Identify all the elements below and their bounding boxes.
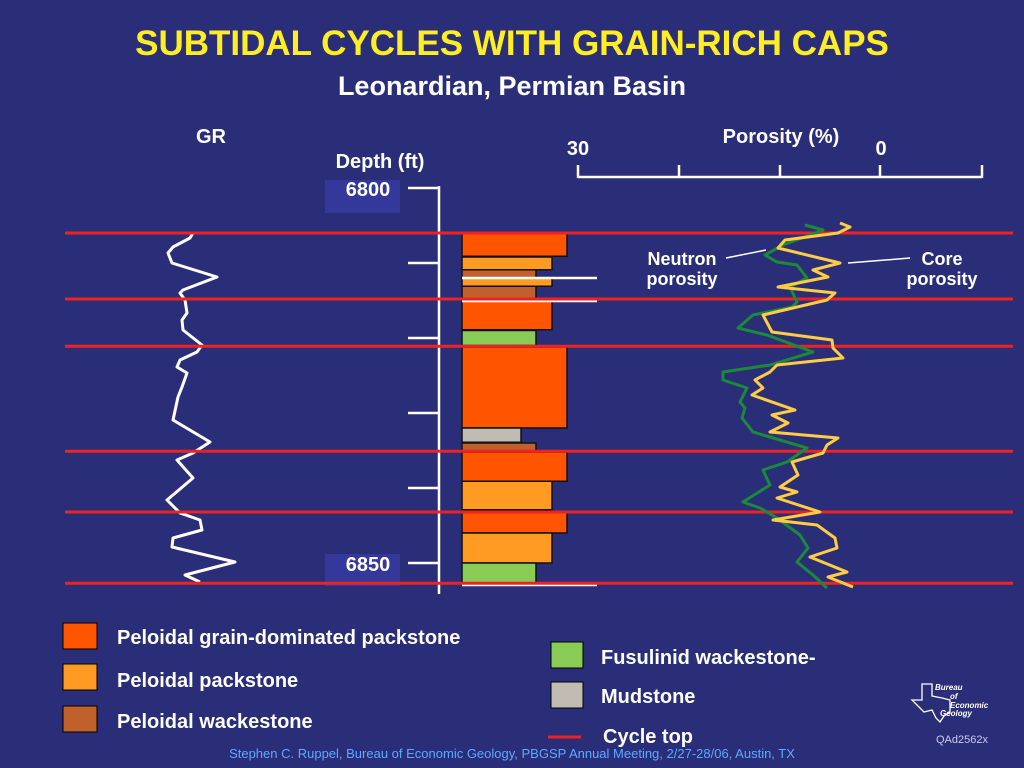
legend-label-pack: Peloidal packstone: [117, 670, 298, 692]
gr-label: GR: [196, 126, 227, 148]
neutron-leader: [725, 249, 767, 259]
core-label-1: Core: [921, 249, 962, 269]
lithology-column: [461, 233, 568, 584]
depth-top-label: 6800: [346, 179, 391, 201]
legend-label-cycle: Cycle top: [603, 726, 693, 748]
bed-grain: [461, 300, 553, 331]
bed-grain: [461, 511, 568, 534]
depth-bottom-label: 6850: [346, 554, 391, 576]
porosity-scale: [576, 165, 984, 179]
bed-grain: [461, 451, 568, 482]
legend-swatch-mud: [550, 681, 584, 709]
logo-text-1: Bureau: [935, 683, 963, 692]
neutron-porosity-curve: [721, 223, 829, 590]
legend-label-fusulinid: Fusulinid wackestone-: [601, 647, 815, 669]
cycle-tops: [65, 231, 1013, 585]
slide-subtitle: Leonardian, Permian Basin: [338, 71, 686, 101]
legend-label-grain: Peloidal grain-dominated packstone: [117, 627, 460, 649]
logo-text-2: of: [950, 692, 959, 701]
texas-outline-icon: [910, 683, 951, 724]
footer-credit: Stephen C. Ruppel, Bureau of Economic Ge…: [229, 746, 795, 761]
legend-swatch-grain: [62, 622, 98, 650]
bed-pack: [461, 480, 553, 511]
bed-pack: [461, 532, 553, 564]
legend-swatch-fusulinid: [550, 641, 584, 669]
core-label-2: porosity: [906, 269, 977, 289]
bed-grain: [461, 233, 568, 257]
gr-curve: [165, 232, 237, 584]
column-markers: [462, 276, 597, 587]
logo-text-3: Economic: [950, 701, 989, 710]
figure-id: QAd2562x: [936, 734, 988, 746]
porosity-left-label: 30: [567, 138, 589, 160]
bed-fusulinid: [461, 562, 537, 584]
neutron-label-1: Neutron: [648, 249, 717, 269]
depth-top-box: [325, 180, 400, 213]
core-porosity-curve: [750, 221, 854, 589]
legend-swatch-pack: [62, 663, 98, 691]
legend-swatch-wack: [62, 705, 98, 733]
neutron-label-2: porosity: [646, 269, 717, 289]
depth-bottom-box: [325, 554, 400, 586]
bed-grain: [461, 346, 568, 429]
legend: Peloidal grain-dominated packstone Peloi…: [62, 622, 815, 748]
bed-pack: [461, 256, 553, 271]
core-leader: [847, 257, 911, 264]
porosity-right-label: 0: [875, 138, 886, 160]
depth-label: Depth (ft): [336, 151, 425, 173]
logo-text-4: Geology: [940, 709, 973, 718]
slide-title: SUBTIDAL CYCLES WITH GRAIN-RICH CAPS: [135, 24, 889, 63]
depth-axis: [408, 186, 441, 594]
legend-label-mud: Mudstone: [601, 686, 695, 708]
bed-fusulinid: [461, 329, 537, 347]
bed-mud: [461, 427, 522, 443]
legend-label-wack: Peloidal wackestone: [117, 711, 313, 733]
porosity-label: Porosity (%): [723, 126, 840, 148]
beg-logo: Bureau of Economic Geology: [910, 683, 989, 724]
bed-wack: [461, 285, 537, 300]
